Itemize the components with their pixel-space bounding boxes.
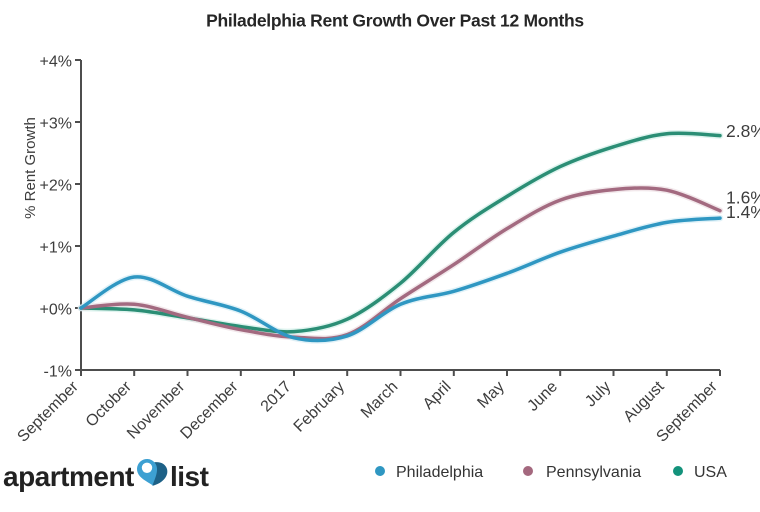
svg-text:+2%: +2%	[40, 178, 72, 195]
svg-text:1.6%: 1.6%	[726, 188, 760, 208]
svg-text:-1%: -1%	[44, 364, 72, 381]
svg-text:USA: USA	[694, 464, 727, 481]
svg-text:% Rent Growth: % Rent Growth	[22, 117, 39, 219]
svg-text:+4%: +4%	[40, 54, 72, 71]
svg-text:+3%: +3%	[40, 116, 72, 133]
svg-text:1.4%: 1.4%	[726, 202, 760, 222]
svg-text:list: list	[170, 461, 209, 492]
svg-text:+1%: +1%	[40, 240, 72, 257]
svg-text:2.8%: 2.8%	[726, 121, 760, 141]
svg-text:Philadelphia: Philadelphia	[396, 464, 483, 481]
svg-text:+0%: +0%	[40, 302, 72, 319]
svg-text:Philadelphia Rent Growth Over: Philadelphia Rent Growth Over Past 12 Mo…	[206, 11, 584, 31]
svg-text:apartment: apartment	[3, 461, 134, 492]
svg-text:Pennsylvania: Pennsylvania	[546, 464, 641, 481]
